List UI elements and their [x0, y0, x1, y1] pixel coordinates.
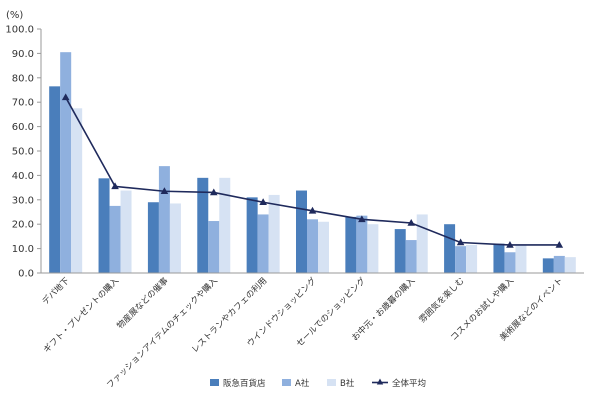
x-tick-label: 物産展などの催事	[115, 275, 171, 331]
bar	[542, 258, 554, 273]
bar	[444, 224, 456, 273]
bar	[564, 257, 576, 273]
y-tick-label: 50.0	[12, 147, 34, 158]
average-marker	[555, 240, 564, 248]
average-marker	[407, 218, 416, 226]
y-tick-label: 0.0	[18, 269, 34, 280]
bar	[219, 177, 231, 273]
bar	[109, 205, 121, 273]
average-line	[61, 93, 564, 248]
bar	[49, 86, 61, 273]
bar	[405, 240, 417, 273]
average-marker	[456, 238, 465, 246]
legend: 阪急百貨店 A社 B社 全体平均	[210, 378, 426, 389]
bar	[257, 214, 269, 273]
bar	[147, 202, 159, 273]
x-tick-label: 雰囲気を楽しむ	[417, 275, 467, 325]
bar	[504, 252, 516, 273]
legend-swatch	[210, 379, 219, 386]
bars	[49, 52, 576, 274]
bar	[553, 255, 565, 273]
bar	[268, 194, 280, 273]
bar	[296, 190, 307, 273]
bar	[318, 221, 329, 273]
average-marker	[506, 240, 514, 248]
y-unit-label: (%)	[6, 10, 23, 21]
legend-label: 全体平均	[392, 378, 426, 389]
bar	[120, 190, 132, 273]
bar	[98, 178, 110, 273]
y-axis: 0.0 10.0 20.0 30.0 40.0 50.0 60.0 70.0 80.0 90.0 1…	[5, 25, 42, 280]
bar	[246, 197, 258, 273]
y-tick-label: 60.0	[12, 122, 34, 133]
bar	[416, 214, 428, 273]
y-tick-label: 70.0	[12, 98, 34, 109]
bar	[197, 177, 209, 273]
legend-label: A社	[295, 378, 310, 389]
average-marker	[160, 187, 169, 195]
average-marker	[259, 198, 267, 206]
bar	[208, 221, 220, 273]
average-marker	[61, 93, 70, 101]
bar	[455, 246, 467, 273]
bar	[515, 244, 527, 273]
bar	[394, 229, 406, 273]
y-tick-label: 30.0	[12, 195, 34, 206]
bar	[493, 243, 505, 273]
x-tick-label: デパ地下	[40, 275, 72, 307]
average-marker	[209, 188, 218, 196]
y-tick-label: 10.0	[12, 244, 34, 255]
bar	[71, 108, 83, 273]
x-tick-label: ファッションアイテムのチェックや購入	[105, 275, 221, 391]
y-tick-label: 40.0	[12, 171, 34, 182]
bar	[158, 166, 170, 273]
average-marker	[358, 215, 366, 223]
y-tick-label: 100.0	[5, 25, 34, 36]
legend-marker	[376, 378, 384, 385]
legend-label: B社	[340, 378, 355, 389]
bar	[169, 203, 181, 273]
bar	[345, 216, 357, 273]
legend-label: 阪急百貨店	[223, 378, 266, 389]
bar	[60, 52, 72, 274]
bar	[307, 219, 318, 273]
legend-swatch	[327, 379, 336, 386]
x-axis: デパ地下ギフト・プレゼントの購入物産展などの催事ファッションアイテムのチェックや…	[40, 272, 584, 391]
average-marker	[111, 182, 119, 190]
average-marker	[308, 206, 317, 214]
legend-swatch	[282, 379, 291, 386]
y-tick-label: 80.0	[12, 73, 34, 84]
bar	[356, 215, 368, 273]
bar	[367, 224, 379, 273]
bar	[466, 244, 478, 273]
y-tick-label: 90.0	[12, 49, 34, 60]
y-tick-label: 20.0	[12, 220, 34, 231]
